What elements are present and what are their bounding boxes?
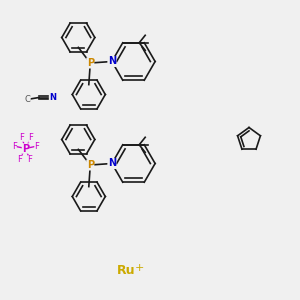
Text: F: F xyxy=(28,155,32,164)
Text: F: F xyxy=(12,142,16,151)
Text: N: N xyxy=(49,93,56,102)
Text: Ru: Ru xyxy=(117,263,135,277)
Text: F: F xyxy=(19,133,24,142)
Text: C: C xyxy=(25,94,31,103)
Text: P: P xyxy=(87,58,94,68)
Text: F: F xyxy=(17,154,22,164)
Text: F: F xyxy=(28,134,33,142)
Text: +: + xyxy=(135,262,144,273)
Text: P: P xyxy=(87,160,94,170)
Text: N: N xyxy=(108,158,116,169)
Text: F: F xyxy=(34,142,39,151)
Text: P: P xyxy=(22,143,29,154)
Text: N: N xyxy=(108,56,116,67)
